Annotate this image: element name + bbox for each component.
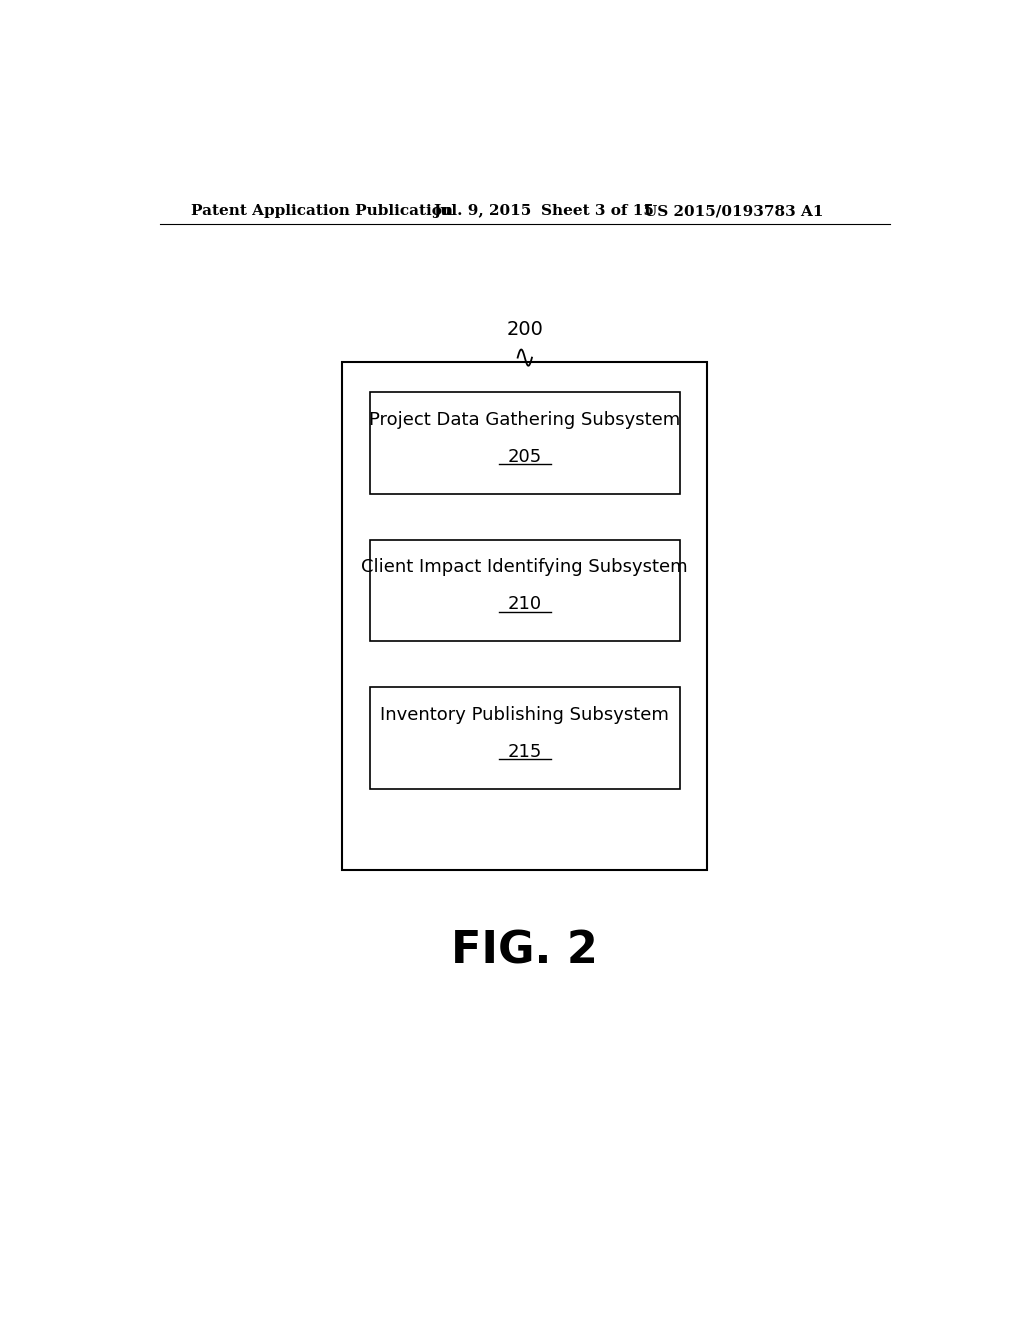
Text: 215: 215 — [508, 743, 542, 760]
FancyBboxPatch shape — [370, 392, 680, 494]
Text: Project Data Gathering Subsystem: Project Data Gathering Subsystem — [370, 411, 680, 429]
Text: Inventory Publishing Subsystem: Inventory Publishing Subsystem — [380, 705, 670, 723]
FancyBboxPatch shape — [370, 540, 680, 642]
Text: FIG. 2: FIG. 2 — [452, 929, 598, 973]
Text: 210: 210 — [508, 595, 542, 614]
Text: 200: 200 — [506, 321, 544, 339]
Text: 205: 205 — [508, 447, 542, 466]
Text: Jul. 9, 2015: Jul. 9, 2015 — [433, 205, 531, 218]
Text: Sheet 3 of 15: Sheet 3 of 15 — [541, 205, 653, 218]
Text: US 2015/0193783 A1: US 2015/0193783 A1 — [644, 205, 823, 218]
FancyBboxPatch shape — [370, 686, 680, 788]
FancyBboxPatch shape — [342, 362, 708, 870]
Text: Client Impact Identifying Subsystem: Client Impact Identifying Subsystem — [361, 558, 688, 576]
Text: Patent Application Publication: Patent Application Publication — [191, 205, 454, 218]
